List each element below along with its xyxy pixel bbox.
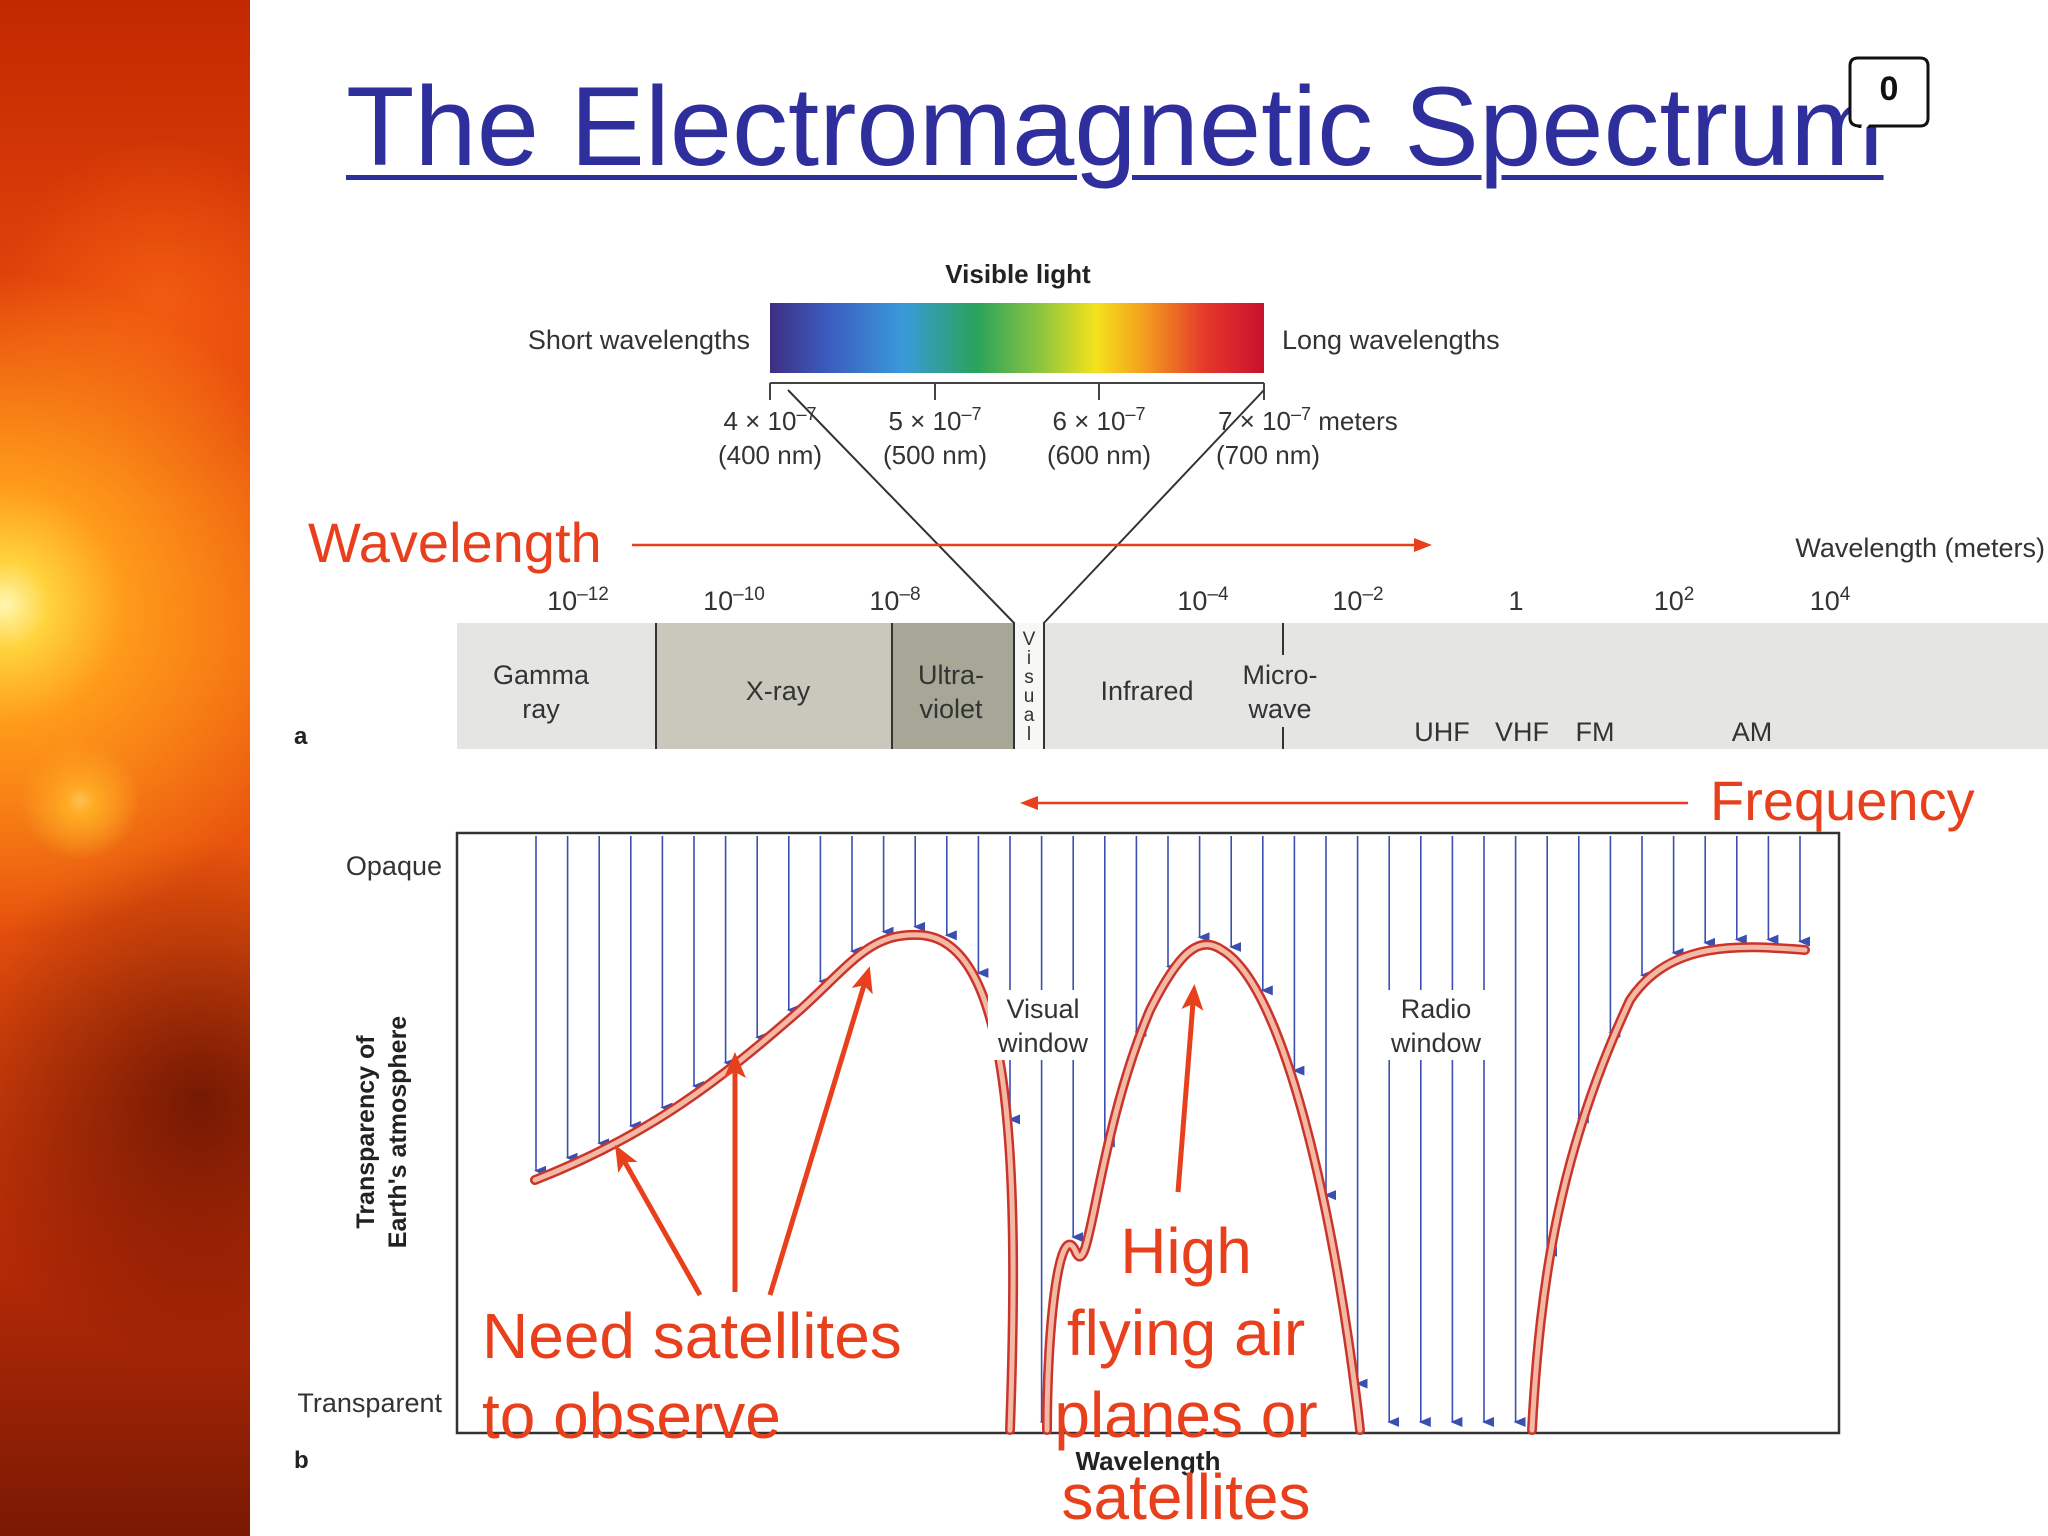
visible-tick-3: 7 × 10–7 meters (700 nm) [1216,404,1398,470]
wl-tick-0: 10–12 [547,584,609,616]
band-microwave-line2: wave [1247,694,1311,724]
need-satellites-arrow-3 [767,966,873,1296]
svg-text:s: s [1024,667,1034,688]
comment-count: 0 [1879,70,1899,108]
visible-spectrum-bar [770,303,1264,373]
radio-window-bg [1380,990,1492,1060]
panel-a-label: a [294,723,308,750]
sidebar-sun-image [0,0,250,1536]
visual-band [1014,623,1044,749]
visible-tick-1-exp: –7 [961,404,981,424]
visual-vertical-label: V i s u a l [1023,629,1036,745]
band-ultraviolet-line2: violet [919,694,983,724]
svg-text:l: l [1027,724,1031,745]
visible-tick-3-unit: meters [1311,406,1398,436]
visible-tick-0: 4 × 10–7 (400 nm) [718,404,822,470]
svg-text:5 × 10–7: 5 × 10–7 [888,404,981,436]
visible-tick-3-exp: –7 [1291,404,1311,424]
wl-tick-2: 10–8 [869,584,920,616]
visible-tick-0-base: 4 × 10 [723,406,796,436]
visible-tick-2-base: 6 × 10 [1052,406,1125,436]
svg-text:V: V [1023,629,1036,650]
svg-text:u: u [1024,686,1035,707]
band-dividers [655,623,1284,749]
band-microwave-line1: Micro- [1243,660,1318,690]
visible-tick-1: 5 × 10–7 (500 nm) [883,404,987,470]
visible-funnel-lines [787,389,1265,626]
visible-tick-2: 6 × 10–7 (600 nm) [1047,404,1151,470]
annotation-arrows [615,966,1204,1297]
visible-light-title: Visible light [945,259,1091,289]
visible-tick-2-nm: (600 nm) [1047,440,1151,470]
wavelength-meters-label: Wavelength (meters) [1795,533,2045,563]
band-ultraviolet-line1: Ultra- [918,660,984,690]
visible-tick-0-exp: –7 [796,404,816,424]
radio-band-am: AM [1732,717,1773,747]
visual-window-line1: Visual [1006,994,1079,1024]
high-flying-line1: High [1120,1215,1252,1287]
band-xray: X-ray [746,676,811,706]
wavelength-ticks: 10–12 10–10 10–8 10–4 10–2 1 102 104 [547,584,1851,616]
comment-bubble-icon [1848,56,1930,145]
wl-tick-1: 10–10 [703,584,765,616]
visible-tick-0-nm: (400 nm) [718,440,822,470]
radio-window-line1: Radio [1401,994,1472,1024]
band-gamma-line2: ray [522,694,560,724]
panel-b-label: b [294,1447,309,1474]
visual-window-line2: window [997,1028,1089,1058]
short-wavelengths-label: Short wavelengths [528,325,750,355]
wl-tick-3: 10–4 [1177,584,1229,616]
svg-text:6 × 10–7: 6 × 10–7 [1052,404,1145,436]
wl-tick-4: 10–2 [1332,584,1383,616]
y-bottom-label: Transparent [297,1388,442,1418]
wl-tick-6: 102 [1654,584,1695,616]
band-gamma-line1: Gamma [493,660,590,690]
visible-tick-1-base: 5 × 10 [888,406,961,436]
wl-tick-5: 1 [1508,586,1523,616]
long-wavelengths-label: Long wavelengths [1282,325,1500,355]
need-satellites-arrow-1 [615,1144,703,1297]
svg-text:7 × 10–7 meters: 7 × 10–7 meters [1218,404,1398,436]
y-axis-title-line1: Transparency of [352,1035,380,1229]
high-flying-arrow [1175,984,1204,1193]
high-flying-line2: flying air [1067,1297,1305,1369]
y-axis-title-line2: Earth's atmosphere [384,1016,412,1249]
slide-title[interactable]: The Electromagnetic Spectrum [346,64,1884,189]
need-satellites-line2: to observe [482,1380,781,1452]
x-axis-title: Wavelength [1076,1446,1221,1476]
band-infrared: Infrared [1100,676,1193,706]
frequency-annotation: Frequency [1710,769,1975,832]
visible-tick-bracket [769,382,1265,400]
svg-text:4 × 10–7: 4 × 10–7 [723,404,816,436]
absorption-curve [530,929,1810,1435]
svg-text:i: i [1027,648,1031,669]
high-flying-line3: planes or [1054,1379,1317,1451]
svg-text:a: a [1024,705,1035,726]
visible-tick-1-nm: (500 nm) [883,440,987,470]
transparency-plot-frame [455,831,1841,1435]
need-satellites-line1: Need satellites [482,1300,902,1372]
comment-badge[interactable]: 0 [1848,56,1930,145]
y-top-label: Opaque [346,851,442,881]
visible-tick-2-exp: –7 [1125,404,1145,424]
wavelength-annotation: Wavelength [308,511,602,574]
radio-band-fm: FM [1576,717,1615,747]
radio-window-line2: window [1390,1028,1482,1058]
xray-band [656,623,892,749]
visual-window-bg [988,990,1098,1060]
visible-tick-3-nm: (700 nm) [1216,440,1320,470]
visible-tick-3-base: 7 × 10 [1218,406,1291,436]
wl-tick-7: 104 [1810,584,1851,616]
high-flying-line4: satellites [1062,1461,1311,1533]
radio-band-vhf: VHF [1495,717,1549,747]
ultraviolet-band [892,623,1014,749]
radio-band-uhf: UHF [1414,717,1470,747]
